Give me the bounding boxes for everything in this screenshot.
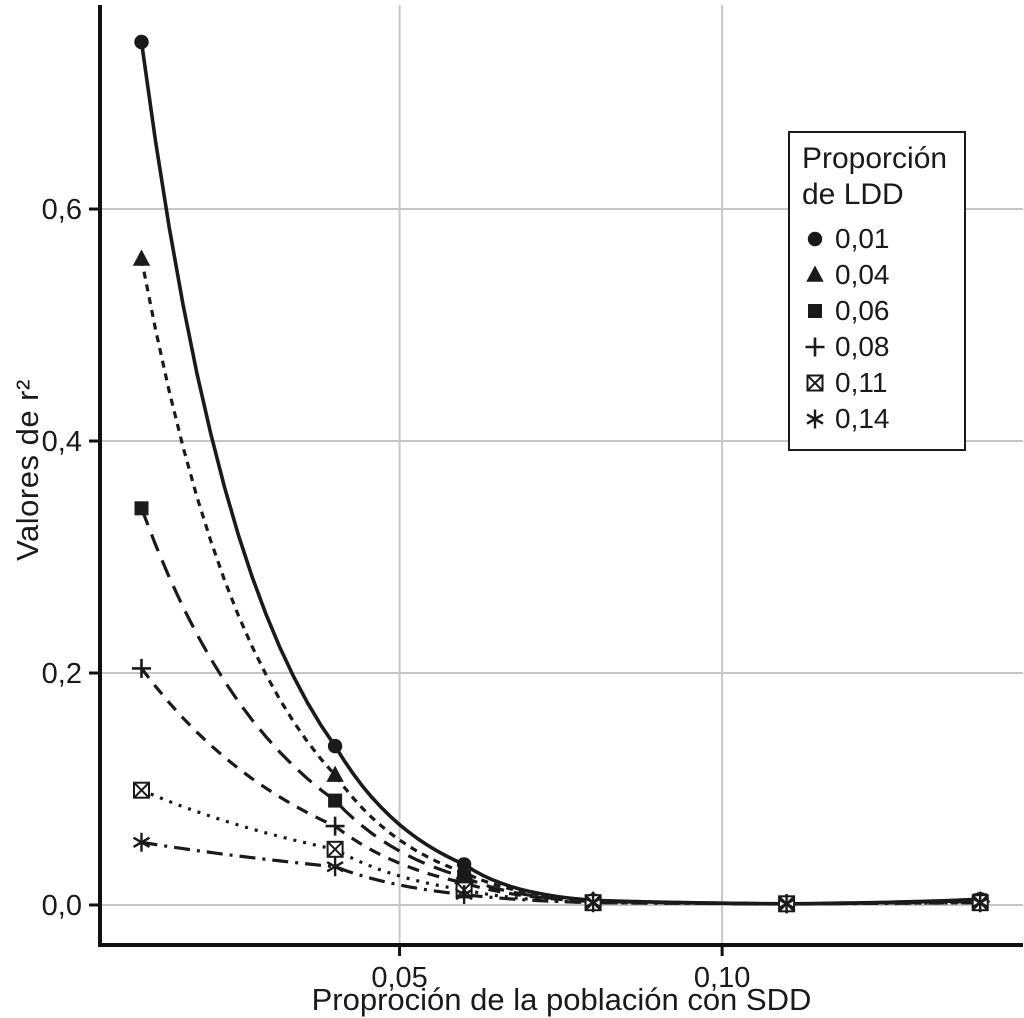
legend-box: Proporción de LDD 0,01 0,04 0,06 0,08 0,11 0,… [788, 131, 966, 451]
svg-text:0,6: 0,6 [42, 194, 82, 226]
legend-item-label: 0,01 [835, 223, 890, 254]
legend-item-label: 0,11 [835, 367, 888, 398]
legend-item-label: 0,14 [835, 403, 890, 434]
svg-text:0,4: 0,4 [42, 426, 82, 458]
svg-text:0,0: 0,0 [42, 890, 82, 922]
svg-text:0,2: 0,2 [42, 658, 82, 690]
x-axis-title: Proproción de la población con SDD [311, 982, 812, 1017]
legend-title-line-1: Proporción [802, 142, 948, 175]
legend-items: 0,01 0,04 0,06 0,08 0,11 0,14 [802, 221, 958, 437]
circle-marker-icon [807, 231, 823, 247]
legend-title-line-2: de LDD [802, 178, 904, 211]
legend-item: 0,08 [802, 329, 958, 365]
svg-text:0,05: 0,05 [371, 962, 427, 994]
legend-item: 0,11 [802, 365, 958, 401]
y-axis-title: Valores de r² [10, 379, 45, 561]
box-x-marker-icon [806, 374, 824, 392]
asterisk-marker-icon [806, 409, 824, 429]
triangle-marker-icon [806, 265, 824, 282]
plus-marker-icon [805, 337, 825, 357]
legend-title: Proporción de LDD [802, 141, 958, 213]
legend-item: 0,04 [802, 257, 958, 293]
legend-item-label: 0,06 [835, 295, 890, 326]
svg-text:0,10: 0,10 [694, 962, 750, 994]
legend-item: 0,01 [802, 221, 958, 257]
legend-item: 0,14 [802, 401, 958, 437]
legend-item-label: 0,04 [835, 259, 890, 290]
legend-item-label: 0,08 [835, 331, 890, 362]
legend-item: 0,06 [802, 293, 958, 329]
square-marker-icon [808, 304, 822, 318]
